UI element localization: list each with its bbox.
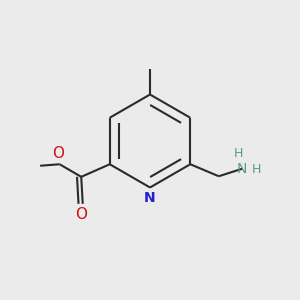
Text: N: N [144,191,156,205]
Text: N: N [237,162,247,176]
Text: O: O [75,207,87,222]
Text: O: O [52,146,64,161]
Text: H: H [252,164,261,176]
Text: H: H [234,147,243,160]
